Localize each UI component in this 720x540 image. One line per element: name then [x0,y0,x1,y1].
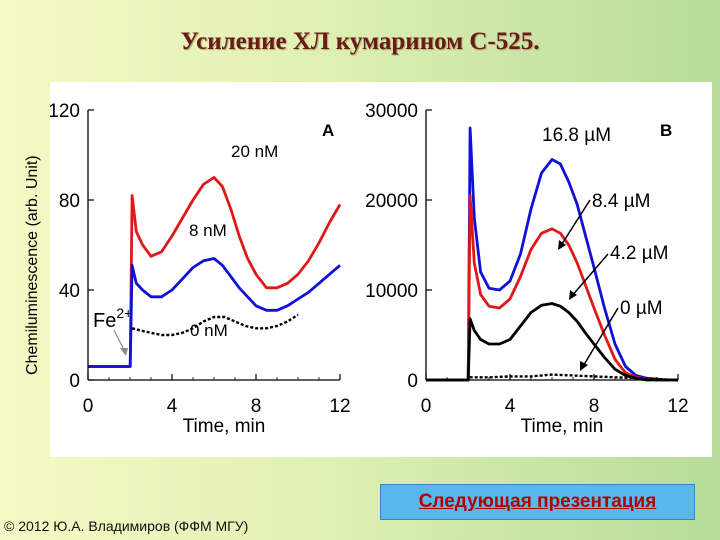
y-tick-label: 0 [69,371,80,392]
x-tick-label: 0 [83,396,94,417]
x-axis-label: Time, min [183,416,266,437]
y-tick-label: 40 [59,281,80,302]
x-axis-label: Time, min [521,416,604,437]
x-tick-label: 8 [589,396,600,417]
slide-title: Усиление ХЛ кумарином С-525. [180,28,540,55]
panel-b-label: B [660,121,672,140]
arrow-8-4um [559,199,591,248]
arrowhead-8-4um [558,240,566,250]
y-tick-label: 30000 [365,101,418,122]
series-line [88,257,341,368]
series-label-16-8um: 16.8 µM [542,125,611,146]
series-label-4-2um: 4.2 µM [610,243,668,264]
arrow-0um [581,307,619,369]
x-tick-label: 0 [421,396,432,417]
series-label-20nm: 20 nM [231,142,278,161]
series-line [426,126,678,382]
x-tick-label: 12 [667,396,688,417]
y-axis-label: Chemiluminescence (arb. Unit) [24,155,41,375]
arrow-4-2um [570,253,609,298]
y-tick-label: 20000 [365,191,418,212]
chart-b: 0 4 8 12 0 10000 20000 30000 Time, min B 16.8 µM… [365,101,688,437]
ylabel-svg: Chemiluminescence (arb. Unit) [24,155,41,375]
series-label-8nm: 8 nM [189,221,227,240]
panel-a-label: A [322,121,334,140]
series-label-0nm: 0 nM [190,321,228,340]
y-tick-label: 0 [407,371,418,392]
fe-arrowhead [120,348,128,356]
series-label-8-4um: 8.4 µM [592,191,650,212]
series-label-0um: 0 µM [620,298,663,319]
y-tick-label: 120 [50,101,80,122]
x-tick-label: 4 [505,396,516,417]
copyright-text: © 2012 Ю.А. Владимиров (ФФМ МГУ) [4,518,249,534]
next-presentation-button[interactable]: Следующая презентация [380,484,695,520]
series-line [426,194,678,382]
series-line [131,313,299,337]
x-tick-label: 12 [329,396,350,417]
fe-label: Fe2+ [93,305,132,332]
y-tick-label: 80 [59,191,80,212]
figure-panel: 0 4 8 12 0 40 80 120 Time, min A Fe2+ 20 nM 8 nM… [50,82,712,457]
arrowhead-0um [580,361,588,371]
x-tick-label: 4 [167,396,178,417]
x-tick-label: 8 [251,396,262,417]
series-line [88,176,342,368]
y-tick-label: 10000 [365,281,418,302]
series-line [426,302,678,382]
arrowhead-4-2um [569,290,577,300]
